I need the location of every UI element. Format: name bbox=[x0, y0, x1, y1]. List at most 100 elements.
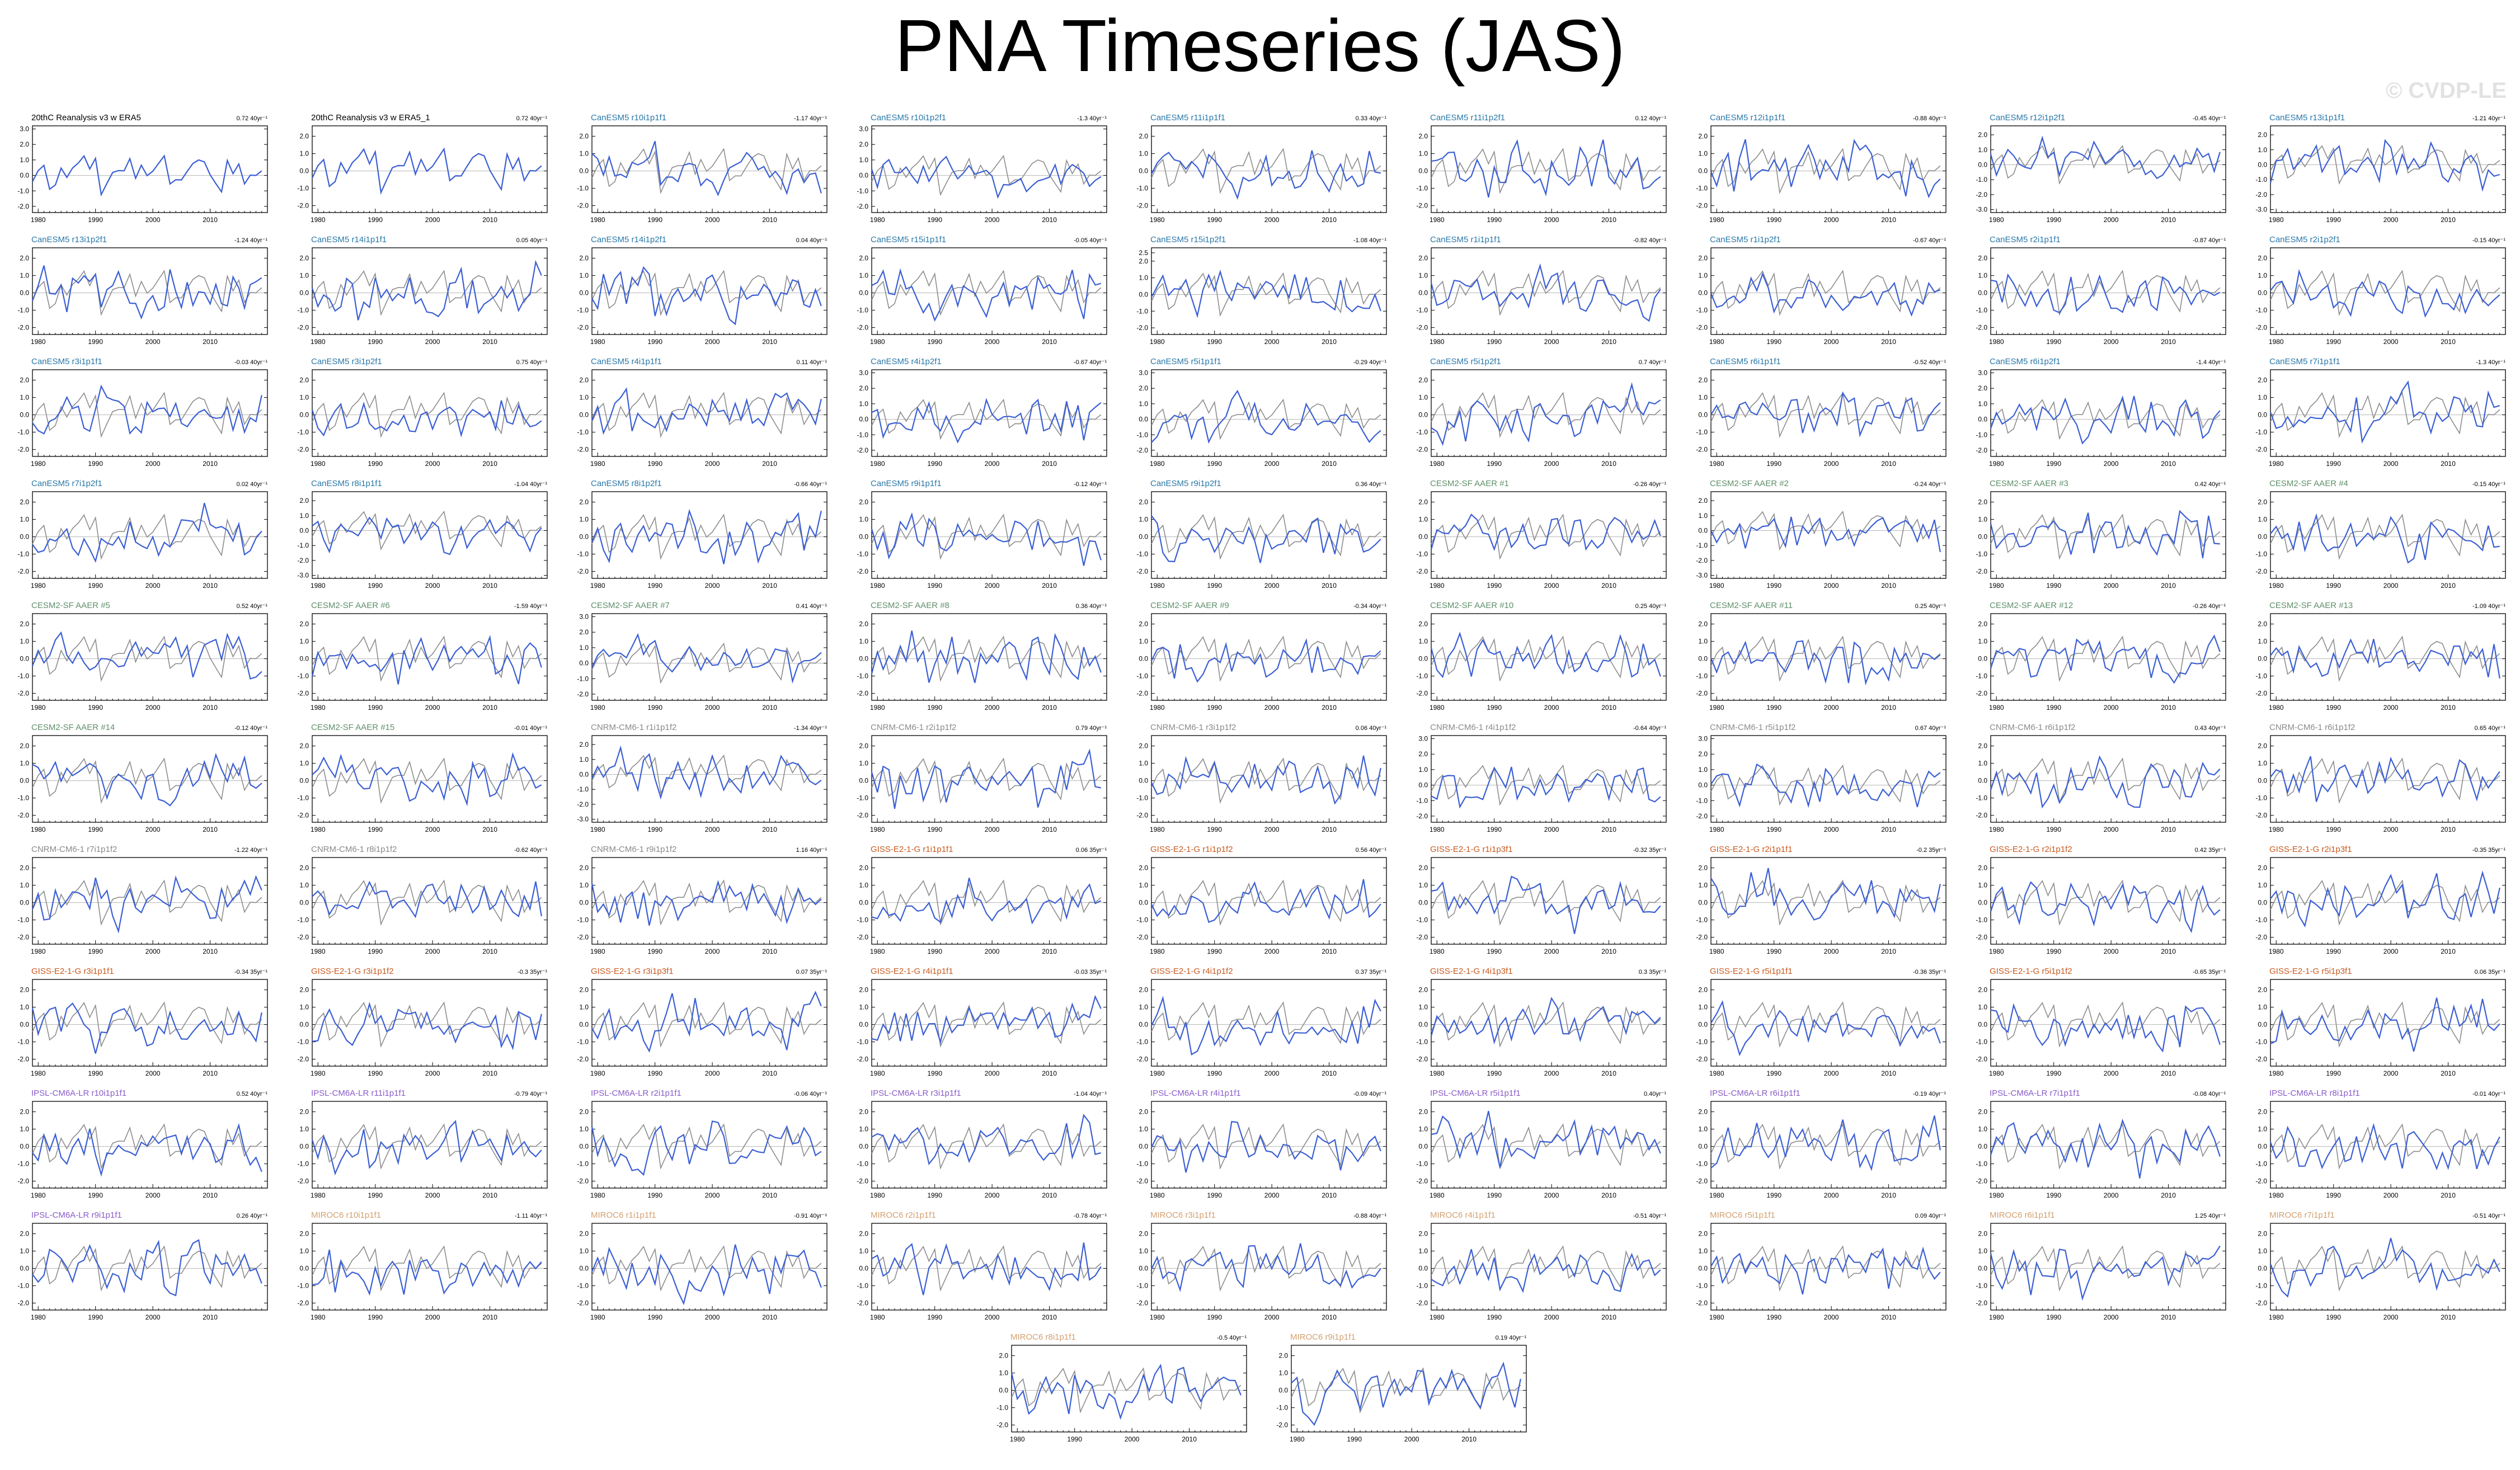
x-tick-label: 2000 bbox=[1824, 948, 1839, 955]
y-tick-label: -2.0 bbox=[1976, 568, 1987, 576]
y-tick-label: 1.0 bbox=[1978, 146, 1987, 154]
y-tick-label: -2.0 bbox=[1136, 812, 1148, 819]
reference-series-line bbox=[1990, 635, 2221, 682]
y-tick-label: 0.0 bbox=[1139, 416, 1148, 423]
x-tick-label: 1990 bbox=[88, 216, 103, 224]
panel: CanESM5 r15i1p1f1 -0.05 40yr⁻¹ 2.0 1.0 0.0 -1… bbox=[857, 235, 1107, 346]
x-tick-label: 2010 bbox=[2441, 582, 2456, 590]
x-tick-label: 2000 bbox=[1824, 1069, 1839, 1077]
x-tick-label: 1980 bbox=[1150, 460, 1165, 468]
panel: GISS-E2-1-G r1i1p1f1 0.06 35yr⁻¹ 2.0 1.0 0.0… bbox=[857, 845, 1107, 955]
reference-series-line bbox=[1431, 764, 1661, 806]
y-tick-label: -1.0 bbox=[1696, 185, 1708, 192]
x-tick-label: 2000 bbox=[1264, 338, 1280, 346]
y-tick-label: -1.0 bbox=[297, 672, 309, 680]
y-tick-label: 0.0 bbox=[579, 411, 589, 419]
panel-label: GISS-E2-1-G r2i1p1f1 bbox=[1710, 845, 1793, 854]
x-tick-label: 1990 bbox=[368, 338, 383, 346]
panel-label: CanESM5 r8i1p2f1 bbox=[591, 479, 662, 488]
member-series-line bbox=[1151, 389, 1381, 444]
panel: CESM2-SF AAER #9 -0.34 40yr⁻¹ 2.0 1.0 0.0 -1.… bbox=[1136, 601, 1387, 712]
x-tick-label: 1990 bbox=[2326, 948, 2341, 955]
y-tick-label: 1.0 bbox=[2258, 882, 2267, 889]
plot-frame bbox=[1431, 613, 1667, 701]
y-tick-label: -2.0 bbox=[1976, 934, 1987, 941]
x-tick-label: 1990 bbox=[88, 338, 103, 346]
y-tick-label: 1.0 bbox=[1978, 638, 1987, 646]
panel: CanESM5 r13i1p2f1 -1.24 40yr⁻¹ 2.0 1.0 0.0 -1… bbox=[17, 235, 268, 346]
y-tick-label: -1.0 bbox=[1136, 1038, 1148, 1046]
x-tick-label: 2010 bbox=[1322, 1069, 1337, 1077]
y-tick-label: -2.0 bbox=[1696, 934, 1708, 941]
y-tick-label: 0.0 bbox=[1139, 1021, 1148, 1029]
y-tick-label: 1.0 bbox=[1139, 400, 1148, 408]
y-tick-label: 2.0 bbox=[1139, 133, 1148, 140]
x-tick-label: 2010 bbox=[482, 460, 497, 468]
panel-label: CanESM5 r2i1p2f1 bbox=[2269, 235, 2340, 244]
plot-frame bbox=[1431, 491, 1667, 579]
y-tick-label: 1.0 bbox=[299, 512, 309, 520]
x-tick-label: 1990 bbox=[1487, 1069, 1502, 1077]
y-tick-label: -1.0 bbox=[1136, 431, 1148, 439]
member-series-line bbox=[871, 748, 1102, 809]
y-tick-label: 2.0 bbox=[859, 498, 868, 506]
trend-label: 0.65 40yr⁻¹ bbox=[2475, 725, 2506, 732]
y-tick-label: -2.0 bbox=[17, 1056, 29, 1063]
y-tick-label: -1.0 bbox=[857, 431, 868, 439]
reference-series-line bbox=[1431, 1001, 1661, 1048]
y-tick-label: -2.0 bbox=[1696, 557, 1708, 564]
member-series-line bbox=[31, 265, 262, 320]
plot-frame bbox=[591, 125, 828, 213]
panel: CanESM5 r2i1p1f1 -0.87 40yr⁻¹ 2.0 1.0 0.0 -1.… bbox=[1976, 235, 2226, 346]
panel-label: IPSL-CM6A-LR r10i1p1f1 bbox=[31, 1089, 126, 1098]
panel-label: CanESM5 r6i1p1f1 bbox=[1710, 357, 1781, 366]
reference-series-line bbox=[32, 513, 262, 560]
x-tick-label: 1980 bbox=[1430, 948, 1445, 955]
y-tick-label: 0.0 bbox=[859, 533, 868, 541]
x-tick-label: 1980 bbox=[31, 582, 46, 590]
member-series-line bbox=[1990, 634, 2221, 684]
panel: GISS-E2-1-G r2i1p1f2 0.42 35yr⁻¹ 2.0 1.0 0.0… bbox=[1976, 845, 2226, 955]
y-tick-label: 0.0 bbox=[2258, 777, 2267, 785]
y-tick-label: 1.0 bbox=[2258, 1003, 2267, 1011]
panel: CESM2-SF AAER #12 -0.26 40yr⁻¹ 2.0 1.0 0.0 -1… bbox=[1976, 601, 2226, 712]
trend-label: 0.72 40yr⁻¹ bbox=[237, 115, 268, 122]
y-tick-label: -2.0 bbox=[2255, 1056, 2267, 1063]
reference-series-line bbox=[2270, 635, 2500, 682]
y-tick-label: -2.0 bbox=[2255, 812, 2267, 819]
panel-label: CESM2-SF AAER #13 bbox=[2269, 601, 2353, 610]
reference-series-line bbox=[1151, 398, 1381, 440]
panel: GISS-E2-1-G r1i1p1f2 0.56 40yr⁻¹ 2.0 1.0 0.0… bbox=[1136, 845, 1387, 955]
y-tick-label: 2.0 bbox=[1139, 257, 1148, 265]
y-tick-label: -2.0 bbox=[17, 324, 29, 332]
trend-label: 0.43 40yr⁻¹ bbox=[2195, 725, 2226, 732]
y-tick-label: 1.0 bbox=[299, 638, 309, 646]
panel: GISS-E2-1-G r4i1p3f1 0.3 35yr⁻¹ 2.0 1.0 0.0 -… bbox=[1416, 967, 1667, 1077]
x-tick-label: 2010 bbox=[2441, 1069, 2456, 1077]
member-series-line bbox=[311, 400, 542, 437]
x-tick-label: 2010 bbox=[203, 582, 218, 590]
reference-series-line bbox=[1151, 1001, 1381, 1048]
y-tick-label: -2.0 bbox=[1136, 1056, 1148, 1063]
reference-series-line bbox=[32, 757, 262, 804]
member-series-line bbox=[32, 1123, 262, 1177]
x-tick-label: 1990 bbox=[88, 1191, 103, 1199]
member-series-line bbox=[1151, 515, 1381, 563]
y-tick-label: -2.0 bbox=[1976, 324, 1987, 332]
y-tick-label: 2.0 bbox=[859, 620, 868, 628]
member-series-line bbox=[1430, 632, 1661, 679]
y-tick-label: 1.0 bbox=[1418, 882, 1428, 889]
y-tick-label: 2.0 bbox=[299, 255, 309, 262]
x-tick-label: 1990 bbox=[1766, 1069, 1781, 1077]
x-tick-label: 1990 bbox=[1487, 216, 1502, 224]
trend-label: 0.52 40yr⁻¹ bbox=[237, 603, 268, 610]
plot-frame bbox=[1151, 735, 1387, 823]
plot-frame bbox=[2270, 247, 2506, 335]
x-tick-label: 2000 bbox=[985, 338, 1000, 346]
member-series-line bbox=[2269, 380, 2500, 444]
member-series-line bbox=[1990, 395, 2221, 445]
y-tick-label: -1.0 bbox=[1976, 672, 1987, 680]
x-tick-label: 2000 bbox=[145, 948, 161, 955]
panel-label: GISS-E2-1-G r3i1p1f2 bbox=[311, 967, 394, 976]
y-tick-label: 2.0 bbox=[1698, 497, 1708, 505]
